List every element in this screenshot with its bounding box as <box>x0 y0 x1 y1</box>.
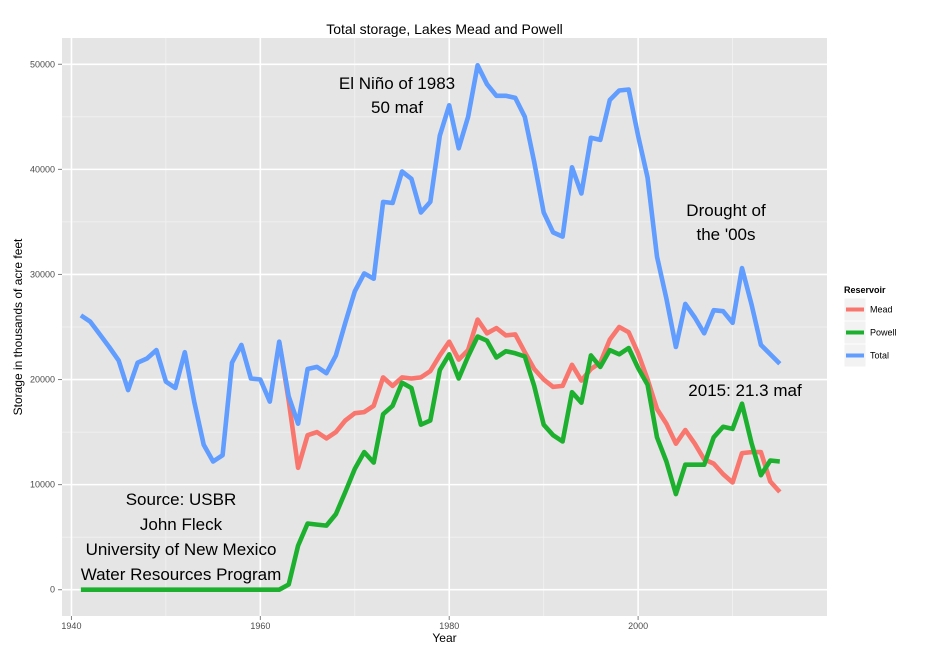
annotation-line: El Niño of 1983 <box>339 74 455 93</box>
annotation-3: 2015: 21.3 maf <box>688 381 802 400</box>
legend-label-powell: Powell <box>870 328 897 338</box>
annotation-line: John Fleck <box>140 515 223 534</box>
series-lines <box>79 63 782 593</box>
annotation-line: Water Resources Program <box>81 565 282 584</box>
x-tick-label: 1960 <box>250 621 270 631</box>
annotation-1: El Niño of 1983 50 maf <box>339 74 455 117</box>
annotation-4: Source: USBR John Fleck University of New … <box>81 490 282 584</box>
annotation-2: Drought of the '00s <box>686 201 766 244</box>
legend-title: Reservoir <box>844 285 886 295</box>
legend-label-mead: Mead <box>870 305 893 315</box>
legend-label-total: Total <box>870 351 889 361</box>
y-tick-label: 20000 <box>30 375 55 385</box>
annotation-line: the '00s <box>696 225 755 244</box>
chart-title: Total storage, Lakes Mead and Powell <box>326 21 563 37</box>
y-tick-label: 30000 <box>30 269 55 279</box>
x-axis-title: Year <box>432 631 456 645</box>
x-tick-label: 1980 <box>439 621 459 631</box>
series-line-powell <box>80 334 781 593</box>
annotations: El Niño of 1983 50 maf Drought of the '00s 2… <box>81 74 802 584</box>
y-tick-label: 40000 <box>30 164 55 174</box>
y-tick-label: 10000 <box>30 480 55 490</box>
annotation-line: Source: USBR <box>126 490 237 509</box>
y-tick-label: 0 <box>50 585 55 595</box>
series-line-mead <box>276 317 782 494</box>
series-line-total <box>79 63 782 464</box>
annotation-line: 50 maf <box>371 98 423 117</box>
annotation-line: University of New Mexico <box>86 540 277 559</box>
x-tick-label: 2000 <box>628 621 648 631</box>
y-axis-title: Storage in thousands of acre feet <box>11 238 25 415</box>
y-tick-label: 50000 <box>30 59 55 69</box>
annotation-line: 2015: 21.3 maf <box>688 381 802 400</box>
x-tick-label: 1940 <box>61 621 81 631</box>
annotation-line: Drought of <box>686 201 766 220</box>
x-axis: 1940 1960 1980 2000 <box>61 616 648 631</box>
y-axis: 0 10000 20000 30000 40000 50000 <box>30 59 62 595</box>
legend: Reservoir Mead Powell Total <box>843 285 897 368</box>
